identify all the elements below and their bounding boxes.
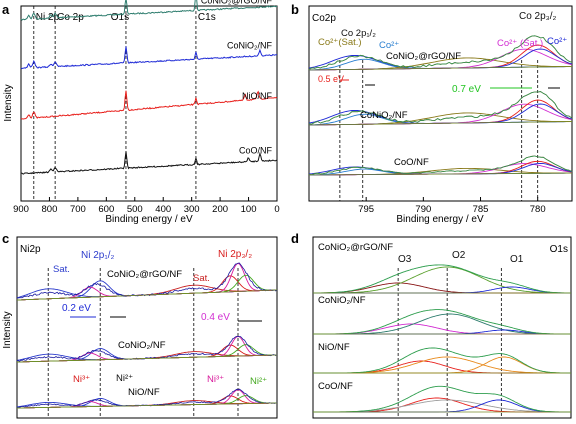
raw-spectrum [308,91,573,125]
baseline [308,121,573,126]
panel-a-xlabel: Binding energy / eV [105,214,193,225]
shift-annotation: 0.7 eV [452,84,481,95]
x-tick-label: 900 [13,204,29,215]
fit-component [313,313,571,335]
x-tick-label: 790 [415,204,431,215]
raw-spectrum [16,335,278,362]
series-label: CoNiO₂@rGO/NF [107,269,182,280]
fit-envelope [313,385,571,413]
fit-envelope [313,309,571,335]
x-tick-label: 800 [42,204,58,215]
fit-component [313,266,571,294]
series-label: CoNiO₂/NF [318,295,366,306]
series-label: CoNiO₂@rGO/NF [318,242,393,253]
baseline [16,402,278,409]
series-line [20,0,278,21]
peak-label: Sat. [53,264,70,275]
peak-label: Sat. [193,273,210,284]
panel-c: CoNiO₂@rGO/NF CoNiO₂/NF NiO/NF Sat. Ni 2p₁/₂… [2,236,278,419]
x-tick-label: 200 [212,204,228,215]
shift-annotation: 0.2 eV [62,303,91,314]
series-line [21,151,278,175]
baseline [308,172,573,176]
peak-label: Co²⁺(Sat.) [318,37,362,48]
series-label: CoNiO₂/NF [118,340,166,351]
fit-envelope [313,264,571,294]
peak-label: Co²⁺ [379,40,399,51]
panel-b: CoNiO₂@rGO/NFCoNiO₂/NFCoO/NFCo²⁺(Sat.)Co… [308,5,573,225]
fit-component [312,282,571,294]
series-label: CoO/NF [239,146,273,156]
series-label: CoNiO₂/NF [227,40,272,50]
peak-label: Co 2p₃/₂ [519,11,557,22]
x-tick-label: 100 [241,204,257,215]
panel-a-ylabel: Intensity [3,84,14,121]
x-tick-label: 795 [358,204,374,215]
peak-label: O3 [398,254,412,265]
fit-component [313,360,571,374]
x-tick-label: 780 [530,204,546,215]
series-label: NiO/NF [318,342,350,353]
panel-d: CoNiO₂@rGO/NF CoNiO₂/NF NiO/NF CoO/NF O3 O2 O1… [312,236,572,419]
peak-label: Ni³⁺ [207,374,224,385]
series-label: CoNiO₂@rGO/NF [201,0,273,6]
peak-label: Ni²⁺ [250,376,267,387]
panel-label-d: d [291,231,299,246]
x-tick-label: 400 [155,204,171,215]
x-tick-label: 300 [184,204,200,215]
peak-label: Co²⁺ [547,36,567,47]
ref-label: C1s [198,12,216,23]
ref-label: Ni 2p [36,12,60,23]
peak-label: Co 2p₁/₂ [341,28,376,39]
series-line [20,90,278,120]
fit-envelope [308,35,573,70]
fit-component [308,109,573,124]
fit-envelope [313,347,571,374]
fit-envelope [308,155,573,176]
panel-d-title: O1s [550,244,568,255]
ref-label: O1s [111,12,129,23]
fit-component [309,99,573,126]
panel-c-ylabel: Intensity [2,311,13,348]
peak-label: Co²⁺ (Sat.) [497,38,543,49]
panel-label-b: b [291,2,299,17]
panel-b-title: Co2p [312,13,336,24]
peak-label: Ni 2p₃/₂ [218,249,252,260]
panel-b-xlabel: Binding energy / eV [396,214,484,225]
series-line [20,46,278,70]
baseline [308,66,573,71]
shift-annotation: 0.4 eV [201,312,230,323]
x-tick-label: 700 [70,204,86,215]
series-label: CoNiO₂@rGO/NF [386,51,461,62]
series-label: NiO/NF [128,387,160,398]
panel-label-a: a [2,2,10,17]
x-tick-label: 0 [274,204,279,215]
fit-envelope [308,91,573,125]
shift-annotation: 0.5 eV [318,74,344,84]
x-tick-label: 785 [473,204,489,215]
panel-label-c: c [2,231,9,246]
peak-label: Ni²⁺ [116,373,133,384]
series-label: NiO/NF [242,91,272,101]
peak-label: O1 [510,254,524,265]
panel-c-title: Ni2p [20,244,41,255]
baseline [16,354,278,363]
peak-label: Ni³⁺ [73,374,90,385]
x-tick-label: 500 [127,204,143,215]
ref-label: Co 2p [57,12,84,23]
peak-label: Ni 2p₁/₂ [81,250,114,261]
series-label: CoO/NF [318,381,353,392]
series-label: CoNiO₂/NF [360,110,408,121]
fit-component [313,399,571,413]
peak-label: O2 [452,250,466,261]
x-tick-label: 600 [98,204,114,215]
series-label: CoO/NF [394,157,429,168]
baseline [16,289,278,301]
